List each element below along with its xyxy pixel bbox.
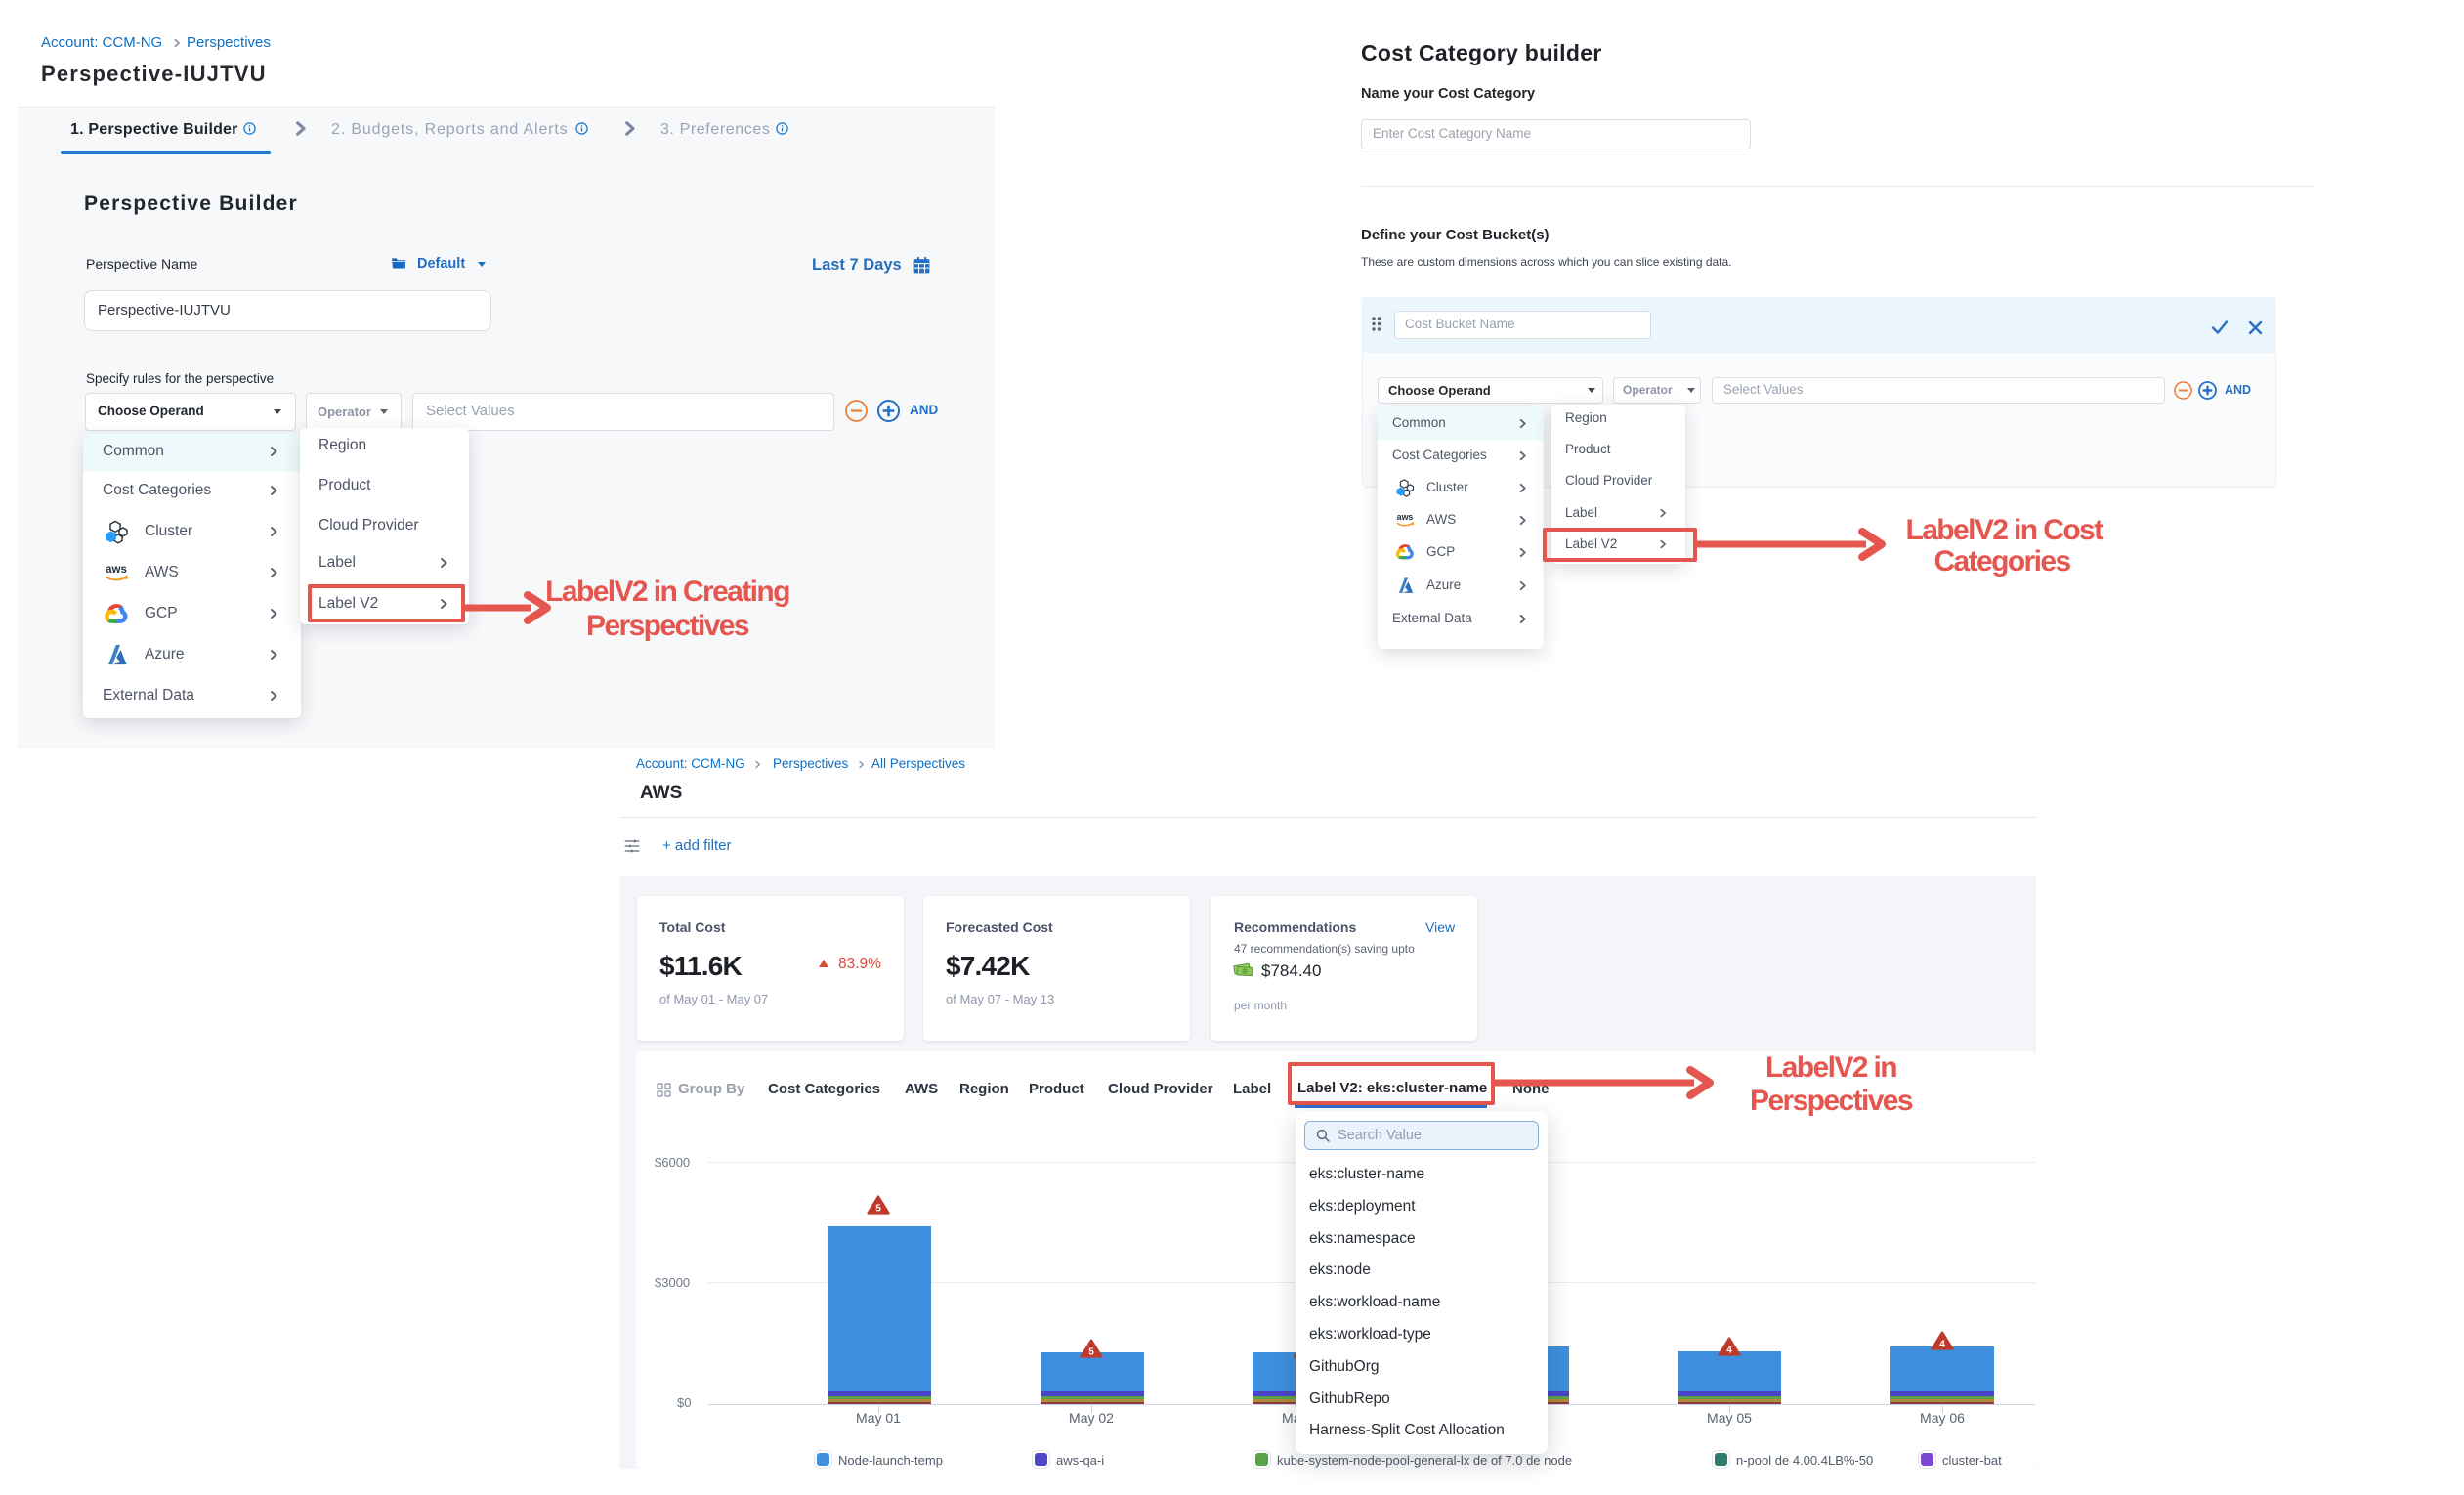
svg-text:4: 4 — [1939, 1339, 1945, 1349]
svg-text:aws: aws — [106, 564, 127, 576]
svg-text:5: 5 — [1088, 1346, 1094, 1357]
svg-text:4: 4 — [1726, 1345, 1732, 1355]
svg-text:5: 5 — [875, 1203, 881, 1214]
svg-text:aws: aws — [1397, 512, 1414, 522]
